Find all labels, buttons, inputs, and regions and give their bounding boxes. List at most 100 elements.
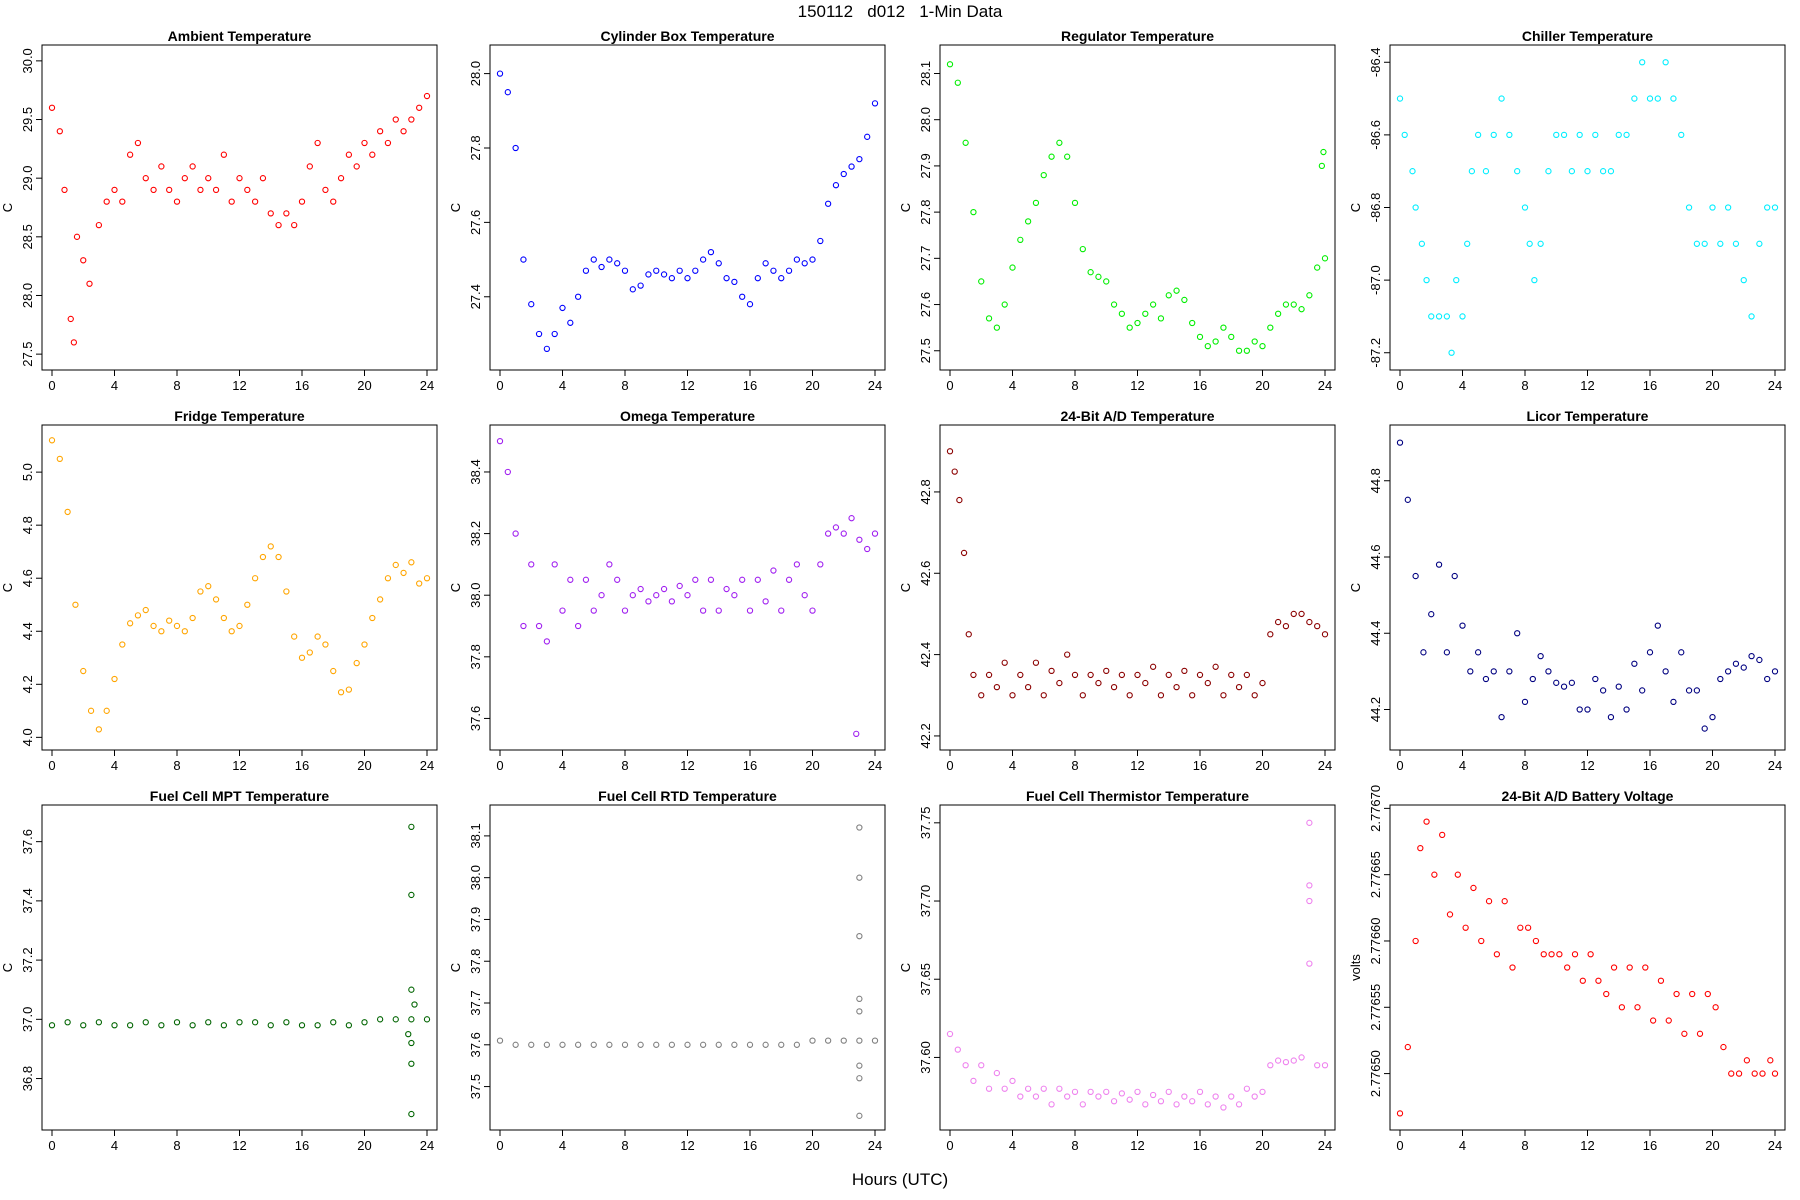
x-tick-label: 20	[1255, 1138, 1269, 1153]
data-point	[1657, 977, 1665, 984]
data-point	[166, 617, 173, 624]
data-point	[1401, 131, 1408, 139]
data-point	[251, 575, 259, 582]
plot-frame	[1389, 804, 1786, 1131]
data-point	[1654, 622, 1661, 629]
data-point	[1532, 937, 1540, 945]
data-point	[1579, 977, 1586, 984]
data-point	[684, 592, 691, 599]
data-point	[1423, 818, 1430, 825]
data-point	[1165, 292, 1172, 299]
data-point	[574, 1041, 582, 1048]
data-point	[684, 275, 691, 282]
chart-title: Fuel Cell MPT Temperature	[150, 788, 330, 804]
data-point	[408, 559, 415, 566]
data-point	[528, 1041, 535, 1048]
data-point	[1235, 1101, 1243, 1108]
data-point	[970, 671, 977, 679]
x-tick-label: 20	[357, 378, 371, 393]
data-point	[111, 186, 118, 194]
data-point	[739, 293, 746, 300]
x-tick-label: 4	[111, 758, 118, 773]
x-tick-label: 0	[496, 758, 503, 773]
data-point	[181, 175, 188, 182]
data-point	[856, 155, 863, 163]
data-point	[1290, 610, 1297, 618]
data-point	[1568, 679, 1576, 686]
data-point	[1501, 898, 1508, 905]
data-point	[993, 324, 1001, 331]
data-point	[400, 128, 407, 135]
data-point	[520, 256, 527, 263]
data-point	[1662, 59, 1669, 66]
data-point	[590, 1041, 597, 1048]
data-point	[1517, 924, 1524, 931]
data-point	[1228, 1093, 1235, 1100]
data-point	[1118, 310, 1126, 317]
data-point	[871, 530, 879, 537]
x-tick-label: 0	[946, 758, 953, 773]
data-point	[512, 530, 519, 537]
data-point	[392, 116, 399, 123]
data-point	[212, 186, 220, 194]
data-point	[345, 686, 353, 693]
data-point	[1439, 831, 1446, 839]
y-tick-label: 29.0	[20, 166, 35, 191]
data-point	[212, 596, 220, 603]
data-point	[1142, 310, 1149, 317]
y-tick-label: 2.77655	[1368, 984, 1383, 1031]
data-point	[824, 1037, 832, 1044]
y-tick-label: 37.7	[468, 990, 483, 1015]
data-point	[1537, 240, 1544, 247]
data-point	[259, 553, 267, 561]
data-point	[1181, 1093, 1188, 1100]
data-point	[72, 601, 79, 608]
data-point	[80, 257, 87, 264]
data-point	[1282, 301, 1290, 308]
data-point	[528, 301, 535, 308]
data-point	[1709, 713, 1716, 721]
x-tick-label: 8	[173, 378, 180, 393]
data-point	[408, 986, 415, 993]
plot-frame	[489, 424, 886, 751]
data-point	[946, 448, 954, 455]
data-point	[970, 208, 977, 216]
data-point	[629, 592, 636, 599]
plot-frame	[41, 44, 438, 371]
data-point	[746, 607, 754, 614]
data-point	[606, 561, 613, 568]
y-tick-label: 28.5	[20, 224, 35, 249]
x-tick-label: 16	[295, 378, 309, 393]
y-tick-label: 27.5	[20, 341, 35, 366]
y-axis-label: C	[1348, 203, 1363, 212]
data-point	[848, 515, 855, 522]
data-point	[1599, 168, 1607, 175]
data-point	[1321, 255, 1329, 262]
y-tick-label: 27.5	[918, 338, 933, 363]
data-point	[551, 561, 558, 568]
data-point	[189, 614, 196, 622]
data-point	[1704, 990, 1711, 998]
data-point	[423, 1016, 431, 1023]
chart-panel: Omega Temperature 0 4 8 12 16 20 24 37.6 37.8 38.0…	[448, 408, 886, 773]
x-tick-label: 16	[295, 1138, 309, 1153]
data-point	[1592, 675, 1599, 683]
data-point	[244, 186, 251, 194]
x-tick-label: 24	[868, 1138, 882, 1153]
x-tick-label: 4	[1459, 378, 1466, 393]
data-point	[840, 530, 847, 537]
data-point	[1556, 951, 1563, 958]
data-point	[754, 576, 761, 583]
y-tick-label: 27.7	[918, 246, 933, 271]
data-point	[723, 585, 730, 593]
data-point	[962, 139, 969, 146]
x-tick-label: 12	[232, 378, 246, 393]
x-tick-label: 12	[1130, 758, 1144, 773]
plot-frame	[939, 44, 1336, 371]
x-tick-label: 0	[1396, 378, 1403, 393]
data-point	[150, 186, 157, 194]
data-point	[778, 1041, 785, 1048]
data-point	[856, 874, 863, 881]
data-point	[739, 576, 746, 583]
data-point	[1095, 1093, 1102, 1100]
